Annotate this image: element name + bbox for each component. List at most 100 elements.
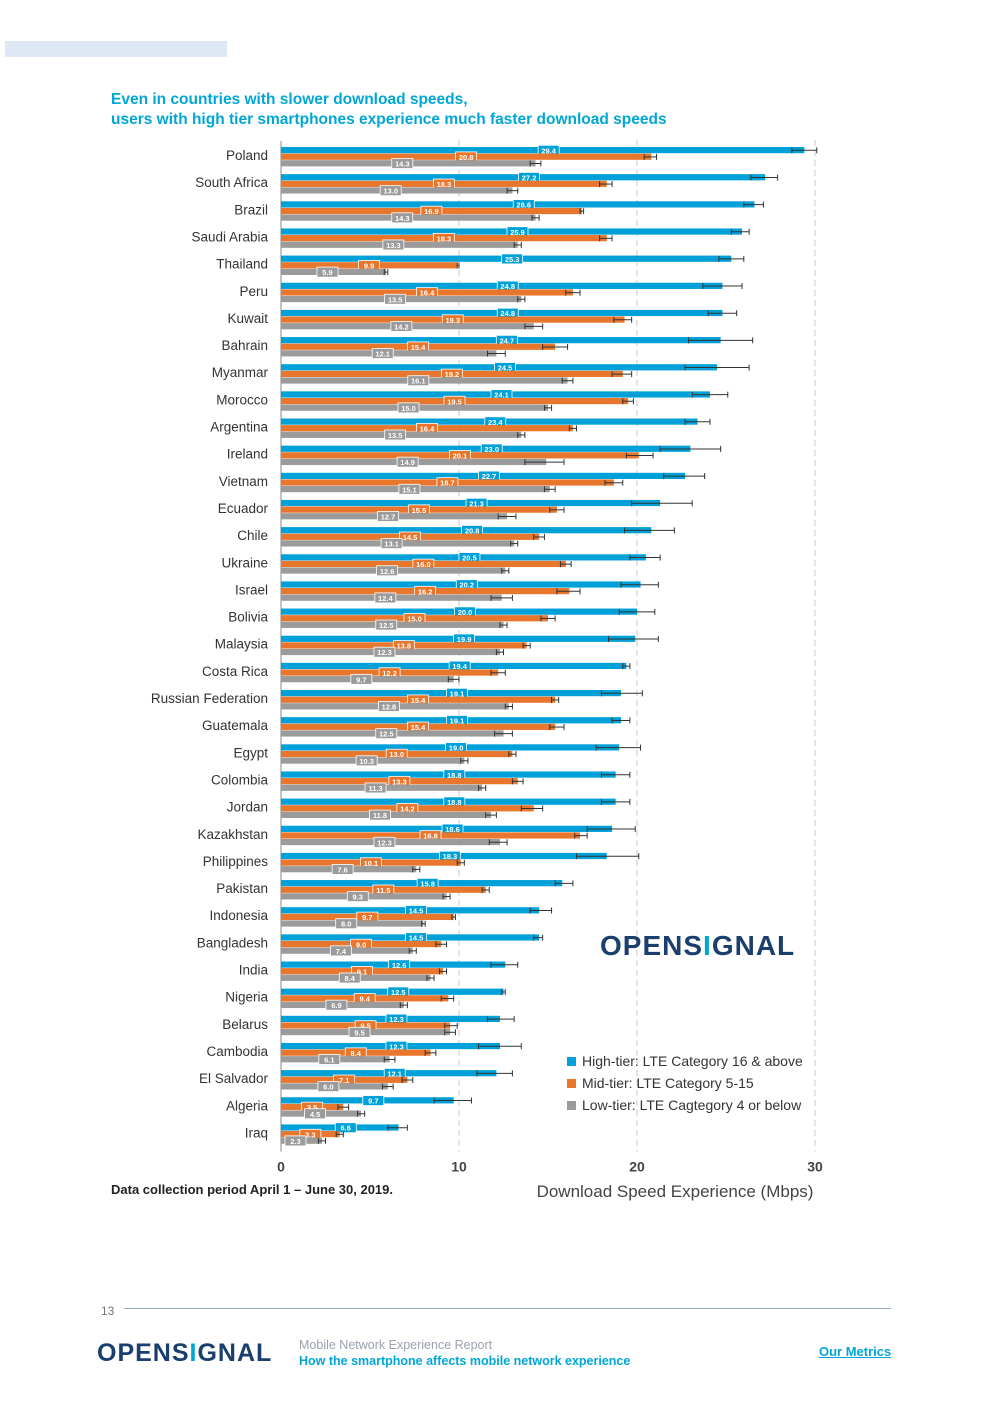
data-label-high: 12.3 — [389, 1042, 404, 1051]
footer-report-subtitle: How the smartphone affects mobile networ… — [299, 1354, 631, 1368]
data-label-mid: 9.1 — [357, 967, 367, 976]
data-label-high: 21.3 — [469, 499, 484, 508]
data-label-high: 27.2 — [522, 173, 537, 182]
data-label-low: 5.9 — [322, 268, 332, 277]
data-label-high: 20.8 — [465, 526, 480, 535]
category-label: Saudi Arabia — [191, 229, 268, 244]
data-label-box-low — [377, 511, 399, 522]
data-label-mid: 16.2 — [418, 587, 433, 596]
category-label: Bangladesh — [197, 935, 268, 950]
data-collection-note: Data collection period April 1 – June 30… — [111, 1182, 394, 1197]
data-label-mid: 19.3 — [445, 316, 460, 325]
data-label-low: 15.1 — [402, 485, 417, 494]
data-label-box-high — [334, 1122, 357, 1134]
data-label-low: 4.5 — [310, 1110, 320, 1119]
data-label-high: 19.1 — [450, 689, 465, 698]
data-label-low: 14.3 — [395, 214, 410, 223]
category-label: Belarus — [222, 1017, 268, 1032]
data-label-box-low — [396, 456, 419, 468]
x-tick-label: 0 — [277, 1159, 285, 1175]
category-label: Malaysia — [215, 637, 269, 652]
data-label-high: 15.8 — [420, 879, 435, 888]
data-label-mid: 15.4 — [411, 723, 426, 732]
data-label-box-low — [373, 836, 396, 848]
x-tick-label: 30 — [807, 1159, 823, 1175]
data-label-high: 18.6 — [445, 825, 460, 834]
data-label-high: 20.2 — [459, 581, 474, 590]
data-label-box-low — [390, 320, 413, 332]
data-label-low: 8.4 — [345, 974, 356, 983]
category-label: Poland — [226, 148, 268, 163]
data-label-box-low — [374, 592, 397, 604]
chart-title: Even in countries with slower download s… — [111, 90, 667, 130]
data-label-low: 16.1 — [411, 377, 426, 386]
category-label: Peru — [239, 284, 268, 299]
data-label-low: 6.0 — [323, 1083, 333, 1092]
data-label-low: 2.3 — [290, 1137, 300, 1146]
category-label: Philippines — [203, 854, 269, 869]
our-metrics-link[interactable]: Our Metrics — [819, 1344, 892, 1359]
data-label-high: 24.5 — [498, 364, 513, 373]
data-label-low: 13.5 — [388, 431, 403, 440]
data-label-high: 23.4 — [488, 418, 503, 427]
data-label-high: 12.6 — [392, 961, 407, 970]
data-label-low: 13.5 — [388, 295, 403, 304]
data-label-box-low — [355, 755, 378, 767]
data-label-box-low — [364, 782, 387, 794]
category-label: Algeria — [226, 1098, 269, 1113]
data-label-low: 11.8 — [373, 811, 387, 820]
data-label-high: 24.8 — [500, 282, 515, 291]
data-label-mid: 9.4 — [359, 995, 370, 1004]
category-label: Nigeria — [225, 990, 268, 1005]
category-label: Chile — [237, 528, 268, 543]
category-label: Kazakhstan — [197, 827, 268, 842]
data-label-low: 12.5 — [379, 621, 394, 630]
data-label-mid: 16.4 — [420, 289, 435, 298]
data-label-low: 6.9 — [331, 1001, 341, 1010]
data-label-low: 8.0 — [341, 920, 351, 929]
data-label-box-low — [348, 1026, 371, 1038]
data-label-mid: 8.4 — [351, 1049, 362, 1058]
data-label-mid: 13.0 — [389, 750, 404, 759]
data-label-high: 24.1 — [494, 391, 509, 400]
data-label-mid: 18.3 — [437, 180, 452, 189]
data-label-high: 24.8 — [500, 309, 515, 318]
data-label-high: 22.7 — [482, 472, 497, 481]
data-label-mid: 16.4 — [420, 424, 435, 433]
category-label: Indonesia — [209, 908, 268, 923]
data-label-low: 12.3 — [377, 838, 392, 847]
category-label: Egypt — [233, 745, 268, 760]
data-label-high: 25.9 — [510, 228, 525, 237]
data-label-low: 12.8 — [382, 703, 397, 712]
data-label-mid: 15.4 — [411, 343, 426, 352]
data-label-low: 11.3 — [368, 784, 382, 793]
data-label-low: 14.2 — [394, 322, 409, 331]
data-label-box-low — [391, 158, 414, 169]
category-label: Myanmar — [212, 365, 269, 380]
data-label-low: 13.1 — [384, 540, 399, 549]
category-label: Ireland — [227, 447, 268, 462]
data-label-high: 14.5 — [409, 934, 424, 943]
category-label: Thailand — [216, 257, 268, 272]
data-label-box-low — [398, 483, 421, 495]
data-label-box-low — [375, 728, 398, 740]
category-label: South Africa — [195, 175, 268, 190]
data-label-high: 12.5 — [391, 988, 406, 997]
data-label-mid: 13.8 — [397, 642, 412, 651]
category-label: Vietnam — [219, 474, 268, 489]
data-label-mid: 16.8 — [423, 832, 438, 841]
data-label-high: 25.3 — [505, 255, 520, 264]
data-label-low: 7.6 — [337, 865, 347, 874]
data-label-mid: 9.9 — [364, 262, 374, 271]
data-label-mid: 9.0 — [356, 940, 366, 949]
category-label: Bolivia — [228, 610, 268, 625]
data-label-low: 9.3 — [353, 893, 363, 902]
legend-item-high: High-tier: LTE Category 16 & above — [567, 1050, 803, 1072]
data-label-high: 19.0 — [449, 744, 464, 753]
data-label-low: 14.3 — [395, 160, 410, 169]
data-label-mid: 18.3 — [437, 234, 452, 243]
data-label-box-low — [379, 185, 402, 197]
data-label-mid: 10.1 — [364, 859, 379, 868]
data-label-box-low — [384, 429, 407, 441]
data-label-high: 26.6 — [516, 201, 531, 210]
